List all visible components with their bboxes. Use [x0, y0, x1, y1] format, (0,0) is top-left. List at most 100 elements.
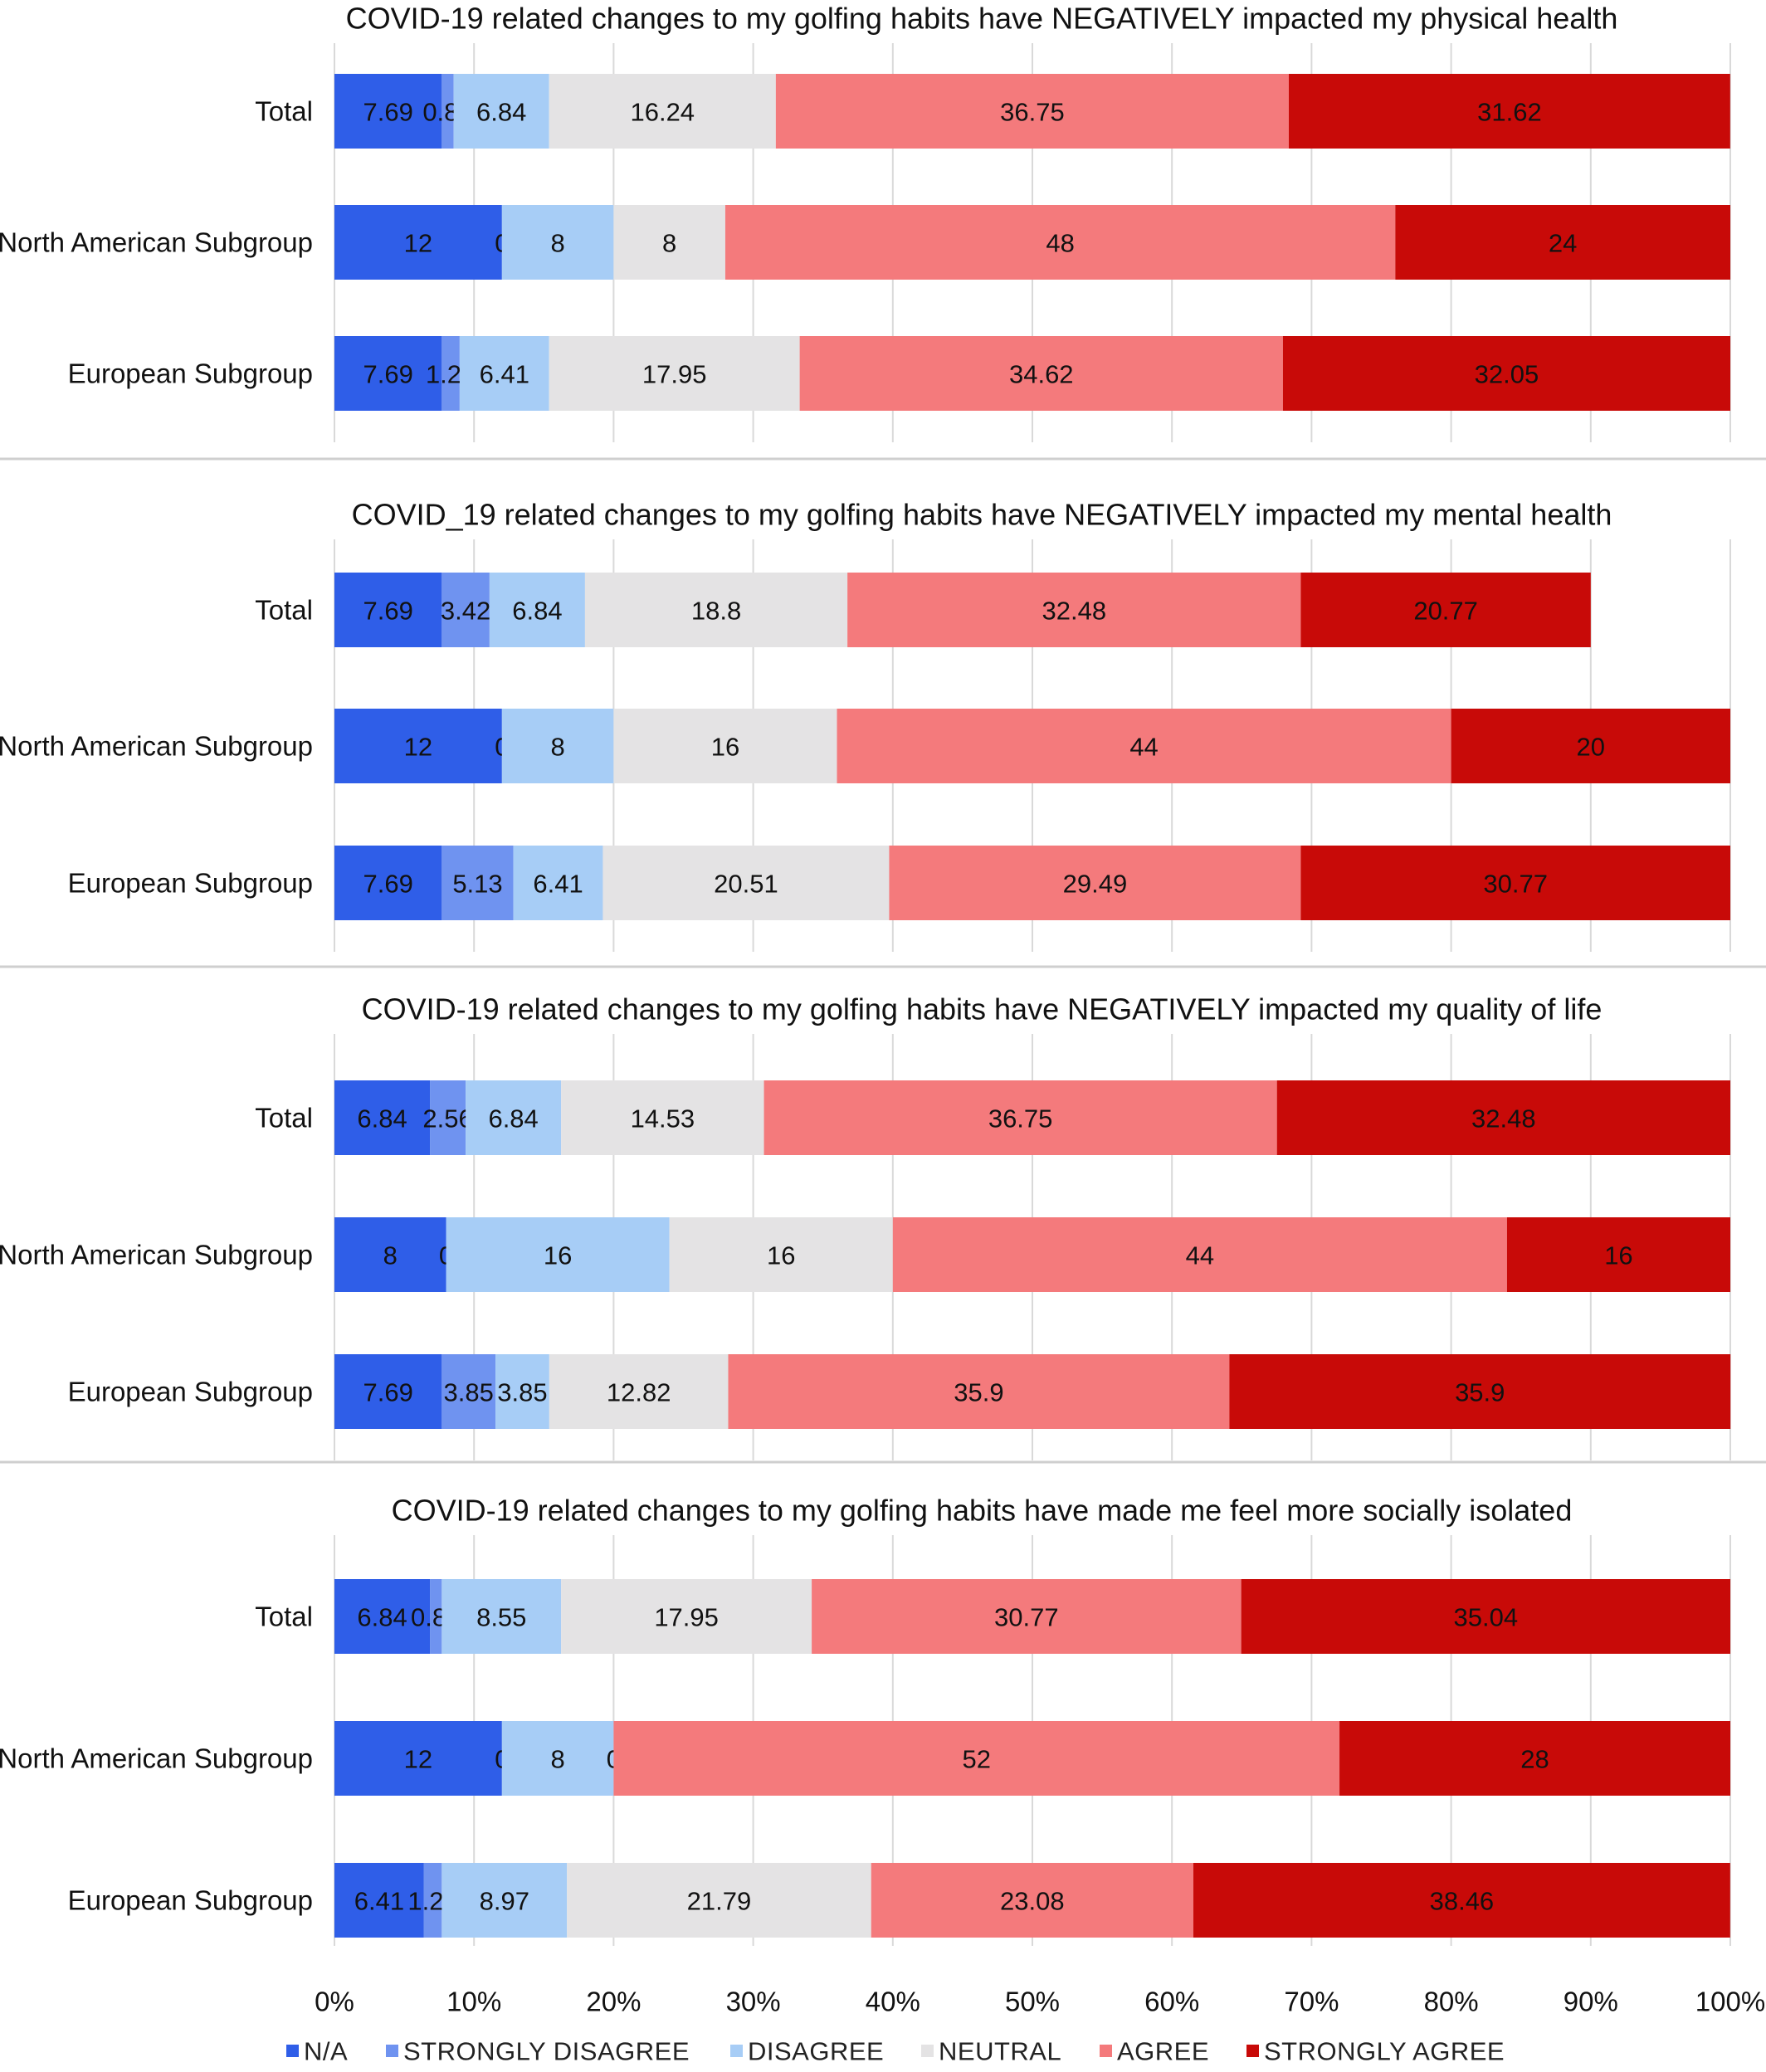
data-label: 20.51 — [714, 870, 778, 899]
panel-2: COVID_19 related changes to my golfing h… — [0, 457, 1766, 952]
data-label: 6.84 — [357, 1603, 407, 1632]
data-label: 30.77 — [994, 1603, 1059, 1632]
data-label: 36.75 — [1000, 98, 1065, 127]
bar-segment-strongly-disagree — [442, 336, 460, 411]
data-label: 52 — [962, 1745, 990, 1774]
category-label: North American Subgroup — [0, 1743, 313, 1774]
data-label: 6.41 — [480, 360, 529, 389]
bar-segment-agree — [847, 573, 1301, 647]
data-label: 20.77 — [1413, 597, 1478, 626]
legend-swatch-strongly-disagree — [386, 2045, 398, 2057]
data-label: 44 — [1129, 733, 1158, 762]
x-tick-label: 60% — [1144, 1987, 1199, 2017]
data-label: 3.85 — [444, 1378, 494, 1407]
bar-segment-n-a — [334, 1080, 431, 1155]
data-label: 35.04 — [1454, 1603, 1519, 1632]
data-label: 2.56 — [422, 1104, 472, 1134]
data-label: 7.69 — [363, 870, 413, 899]
data-label: 32.48 — [1471, 1104, 1536, 1134]
data-label: 12 — [404, 733, 432, 762]
bar-segment-neutral — [584, 573, 848, 647]
data-label: 16 — [767, 1241, 795, 1270]
bar-segment-neutral — [613, 205, 725, 280]
data-label: 32.48 — [1042, 597, 1107, 626]
data-label: 12 — [404, 229, 432, 258]
bar-segment-n-a — [334, 1863, 424, 1938]
legend: N/A STRONGLY DISAGREE DISAGREE NEUTRAL AGREE… — [286, 2037, 1505, 2066]
bar-segment-neutral — [561, 1579, 812, 1654]
panel-title: COVID_19 related changes to my golfing h… — [352, 498, 1612, 532]
bar-segment-n-a — [334, 74, 442, 149]
bar-segment-disagree — [495, 1354, 549, 1429]
legend-swatch-agree — [1100, 2045, 1112, 2057]
x-tick-label: 20% — [586, 1987, 641, 2017]
bar-segment-strongly-agree — [1288, 74, 1730, 149]
data-label: 34.62 — [1009, 360, 1074, 389]
category-label: European Subgroup — [68, 358, 313, 389]
panel-3: COVID-19 related changes to my golfing h… — [0, 965, 1766, 1460]
bar-segment-n-a — [334, 709, 502, 783]
data-label: 28 — [1520, 1745, 1549, 1774]
data-label: 16.24 — [630, 98, 695, 127]
data-label: 35.9 — [1455, 1378, 1505, 1407]
data-label: 3.42 — [441, 597, 490, 626]
x-tick-label: 30% — [726, 1987, 781, 2017]
bar-segment-n-a — [334, 846, 442, 920]
data-label: 32.05 — [1475, 360, 1539, 389]
data-label: 30.77 — [1483, 870, 1548, 899]
bar-segment-strongly-disagree — [430, 1579, 442, 1654]
bar-segment-strongly-agree — [1229, 1354, 1731, 1429]
bar-segment-agree — [871, 1863, 1193, 1938]
panel-4: COVID-19 related changes to my golfing h… — [0, 1460, 1766, 1946]
legend-label: DISAGREE — [748, 2037, 884, 2066]
data-label: 36.75 — [988, 1104, 1053, 1134]
bar-segment-neutral — [561, 1080, 764, 1155]
bar-segment-strongly-agree — [1339, 1721, 1730, 1796]
category-label: Total — [255, 1103, 313, 1134]
data-label: 16 — [1604, 1241, 1632, 1270]
data-label: 12 — [404, 1745, 432, 1774]
bar-segment-agree — [728, 1354, 1230, 1429]
data-label: 7.69 — [363, 597, 413, 626]
data-label: 29.49 — [1063, 870, 1128, 899]
data-label: 17.95 — [642, 360, 707, 389]
bar-segment-strongly-agree — [1276, 1080, 1730, 1155]
bar-segment-disagree — [459, 336, 549, 411]
bar-segment-disagree — [442, 1863, 568, 1938]
data-label: 17.95 — [654, 1603, 719, 1632]
bar-segment-strongly-disagree — [442, 846, 514, 920]
data-label: 16 — [711, 733, 739, 762]
bar-segment-strongly-disagree — [423, 1863, 442, 1938]
data-label: 5.13 — [452, 870, 502, 899]
bar-segment-disagree — [489, 573, 585, 647]
data-label: 6.84 — [357, 1104, 407, 1134]
legend-label: AGREE — [1117, 2037, 1209, 2066]
data-label: 44 — [1186, 1241, 1214, 1270]
bar-segment-strongly-agree — [1300, 573, 1591, 647]
category-label: European Subgroup — [68, 1885, 313, 1916]
category-label: Total — [255, 595, 313, 626]
data-label: 8 — [550, 1745, 564, 1774]
bar-segment-disagree — [501, 1721, 614, 1796]
bar-segment-disagree — [453, 74, 549, 149]
bar-segment-n-a — [334, 1721, 502, 1796]
data-label: 16 — [544, 1241, 572, 1270]
bar-segment-agree — [763, 1080, 1277, 1155]
bar-segment-agree — [837, 709, 1451, 783]
data-label: 18.8 — [691, 597, 741, 626]
x-tick-label: 90% — [1564, 1987, 1618, 2017]
data-label: 8.97 — [480, 1887, 529, 1916]
x-tick-label: 0% — [315, 1987, 354, 2017]
data-label: 31.62 — [1477, 98, 1542, 127]
data-label: 7.69 — [363, 1378, 413, 1407]
bar-segment-n-a — [334, 573, 442, 647]
bar-segment-agree — [892, 1217, 1507, 1292]
bar-segment-disagree — [501, 205, 614, 280]
legend-label: NEUTRAL — [939, 2037, 1061, 2066]
bar-segment-strongly-disagree — [442, 1354, 496, 1429]
data-label: 8 — [662, 229, 676, 258]
x-tick-label: 50% — [1005, 1987, 1060, 2017]
bar-segment-n-a — [334, 336, 442, 411]
